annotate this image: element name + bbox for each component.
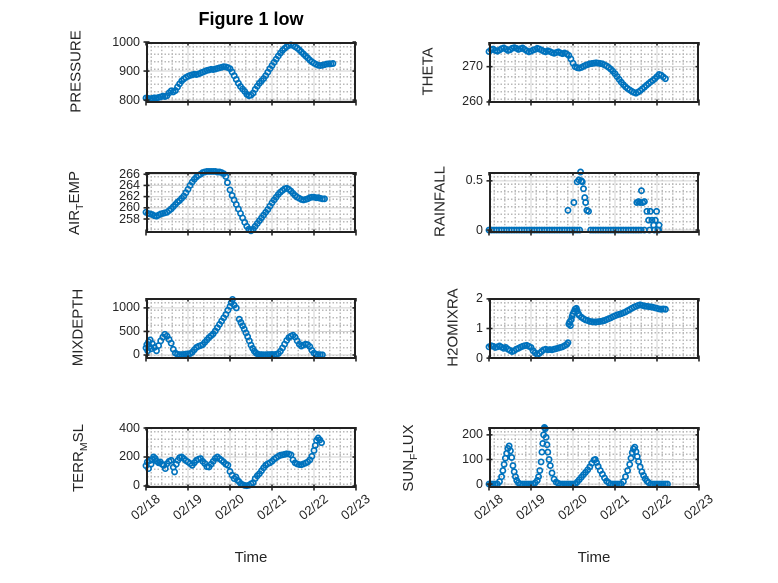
- y-tick-label: 0.5: [465, 173, 483, 188]
- y-label-text: H2OMIXRA: [444, 288, 462, 367]
- pressure-plot-layer: [142, 41, 357, 106]
- data-points: [142, 295, 326, 359]
- subplot-terr-msl: TERRMSL 0 200 400 02/18 02/19 02/20 02/21 02/2…: [70, 421, 373, 566]
- y-label-subscript: F: [408, 453, 420, 460]
- y-tick-label: 1000: [112, 34, 140, 49]
- y-tick-label: 900: [119, 63, 140, 78]
- x-tick-label: 02/20: [212, 491, 248, 523]
- x-tick-label: 02/23: [681, 491, 717, 523]
- y-tick-label: 500: [119, 323, 140, 338]
- y-label-text: LUX: [400, 424, 417, 454]
- y-tick-label: 200: [119, 449, 140, 464]
- terr-msl-plot-layer: [142, 427, 357, 491]
- y-label-text: MIXDEPTH: [69, 288, 87, 367]
- y-tick-label: 200: [462, 427, 483, 442]
- subplot-theta: THETA 260 270: [420, 42, 700, 108]
- subplot-mixdepth: MIXDEPTH 0 500 1000: [70, 289, 357, 366]
- y-tick-label: 258: [119, 211, 140, 226]
- y-tick-label: 270: [462, 59, 483, 74]
- data-points: [142, 41, 337, 103]
- y-label-text: PRESSURE: [67, 30, 85, 113]
- x-tick-label: 02/22: [639, 491, 675, 523]
- x-tick-label: 02/23: [338, 491, 374, 523]
- y-tick-label: 100: [462, 451, 483, 466]
- data-points: [485, 168, 663, 234]
- rainfall-plot-layer: [485, 168, 700, 236]
- y-axis-label: H2OMIXRA: [445, 228, 462, 428]
- y-tick-label: 1000: [112, 300, 140, 315]
- y-label-text: TERR: [70, 451, 87, 492]
- gridlines-layer: [146, 42, 356, 103]
- x-tick-label: 02/18: [471, 491, 507, 523]
- y-tick-label: 0: [133, 478, 140, 493]
- y-label-text: SUN: [400, 459, 417, 492]
- gridlines-layer: [489, 172, 699, 233]
- y-tick-label: 2: [476, 291, 483, 306]
- sun-flux-plot-layer: [485, 424, 700, 491]
- x-tick-label: 02/19: [170, 491, 206, 523]
- y-tick-label: 260: [462, 94, 483, 109]
- plot-area: [489, 172, 699, 233]
- figure-title: Figure 1 low: [198, 9, 304, 29]
- subplot-h2omixra: H2OMIXRA 0 1 2: [445, 288, 700, 367]
- y-tick-label: 800: [119, 92, 140, 107]
- data-points: [485, 424, 671, 488]
- data-points: [485, 301, 669, 359]
- y-label-subscript: M: [78, 442, 90, 452]
- y-tick-label: 1: [476, 321, 483, 335]
- subplot-sun-flux: SUNFLUX 0 100 200 02/18 02/19 02/20 02/21 02/2…: [400, 424, 716, 566]
- h2omixra-plot-layer: [485, 298, 700, 362]
- air-temp-plot-layer: [142, 167, 357, 236]
- subplot-air-temp: AIRTEMP 258 260 262 264 266: [66, 167, 357, 236]
- x-tick-label: 02/19: [513, 491, 549, 523]
- y-label-text: SL: [70, 424, 87, 443]
- x-tick-label: 02/21: [597, 491, 633, 523]
- y-tick-label: 262: [119, 189, 140, 204]
- y-axis-label: SUNFLUX: [400, 358, 420, 558]
- mixdepth-plot-layer: [142, 295, 357, 362]
- y-tick-label: 0: [133, 347, 140, 362]
- data-points: [142, 167, 328, 235]
- y-tick-label: 266: [119, 166, 140, 181]
- theta-plot-layer: [485, 42, 700, 106]
- y-tick-label: 264: [119, 177, 140, 192]
- y-label-text: THETA: [419, 47, 437, 96]
- y-tick-label: 0: [476, 222, 483, 237]
- plot-area: [146, 42, 356, 103]
- subplot-rainfall: RAINFALL 0 0.5: [432, 166, 700, 237]
- x-tick-label: 02/22: [296, 491, 332, 523]
- tick-marks: [486, 172, 700, 236]
- y-label-text: EMP: [66, 171, 83, 204]
- y-tick-label: 260: [119, 200, 140, 215]
- x-tick-label: 02/18: [128, 491, 164, 523]
- x-axis-label: Time: [577, 549, 611, 566]
- y-axis-label: TERRMSL: [70, 358, 90, 558]
- y-tick-label: 400: [119, 420, 140, 435]
- x-tick-label: 02/21: [254, 491, 290, 523]
- y-tick-label: 0: [476, 476, 483, 491]
- x-axis-label: Time: [234, 549, 268, 566]
- data-points: [485, 44, 669, 97]
- y-label-subscript: T: [74, 203, 86, 210]
- y-label-text: RAINFALL: [431, 166, 449, 237]
- x-tick-label: 02/20: [555, 491, 591, 523]
- data-points: [142, 434, 326, 490]
- y-tick-label: 0: [476, 350, 483, 365]
- subplot-pressure: PRESSURE 800 900 1000: [68, 30, 357, 113]
